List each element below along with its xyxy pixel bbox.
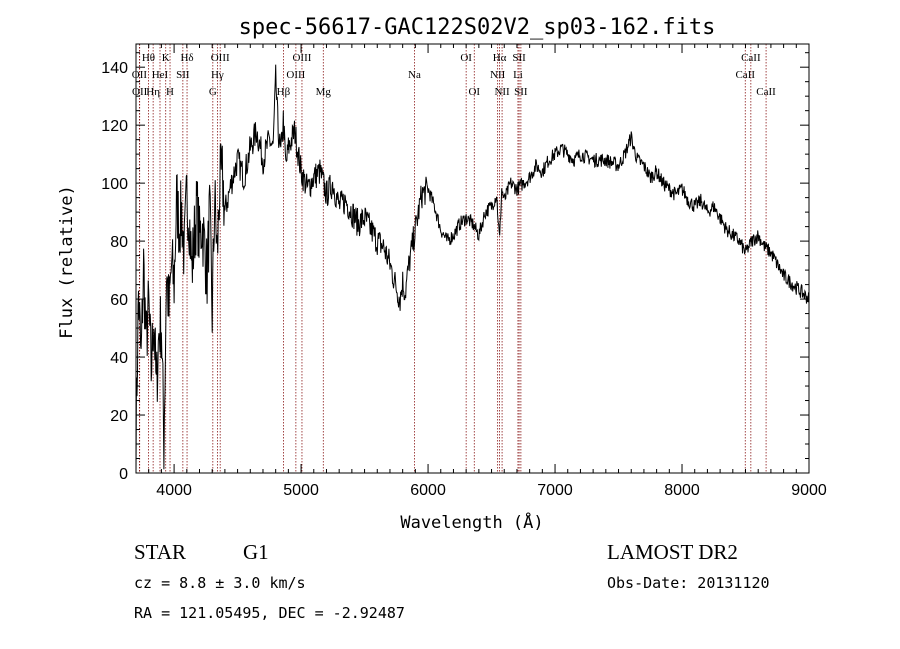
x-tick-label: 8000 xyxy=(664,482,700,499)
spectrum-series xyxy=(135,64,810,474)
line-marker-label: CaII xyxy=(756,86,776,98)
y-axis-label: Flux (relative) xyxy=(57,185,77,339)
line-marker-label: Hδ xyxy=(180,52,193,64)
line-marker-label: OII xyxy=(132,69,148,81)
line-marker-label: G xyxy=(209,86,217,98)
line-marker-label: OI xyxy=(468,86,480,98)
y-tick-label: 40 xyxy=(110,350,128,367)
chart-title: spec-56617-GAC122S02V2_sp03-162.fits xyxy=(239,15,716,40)
plot-frame xyxy=(135,43,810,474)
line-marker-label: Li xyxy=(513,69,523,81)
line-marker-label: H xyxy=(166,86,174,98)
line-marker-label: K xyxy=(162,52,170,64)
line-marker-label: OIII xyxy=(286,69,305,81)
line-marker-label: CaII xyxy=(741,52,761,64)
y-axis: 0 20 40 60 80 100 120 140 xyxy=(101,52,809,483)
object-type: STAR xyxy=(134,540,186,564)
line-marker-label: HeI xyxy=(152,69,169,81)
coordinates: RA = 121.05495, DEC = -2.92487 xyxy=(134,604,405,622)
y-tick-label: 100 xyxy=(101,176,128,193)
object-subclass: G1 xyxy=(243,540,269,564)
line-marker-label: Mg xyxy=(316,86,332,98)
line-marker-label: NII xyxy=(490,69,506,81)
emission-line-labels: Hθ K Hδ OIII OIII OI Hα SII CaII OII HeI SII Hγ OIII N… xyxy=(132,52,776,98)
line-marker-label: OIII xyxy=(211,52,230,64)
line-marker-label: Hα xyxy=(493,52,507,64)
line-marker-label: NII xyxy=(494,86,510,98)
x-tick-label: 7000 xyxy=(537,482,573,499)
y-tick-label: 20 xyxy=(110,408,128,425)
line-marker-label: Hη xyxy=(146,86,160,98)
line-marker-label: Hθ xyxy=(142,52,155,64)
line-marker-label: CaII xyxy=(735,69,755,81)
line-marker-label: SII xyxy=(512,52,526,64)
observation-date: Obs-Date: 20131120 xyxy=(607,574,770,592)
x-tick-label: 9000 xyxy=(791,482,827,499)
survey-name: LAMOST DR2 xyxy=(607,540,738,564)
redshift-value: cz = 8.8 ± 3.0 km/s xyxy=(134,574,306,592)
line-marker-label: Hγ xyxy=(211,69,224,81)
spectrum-chart: spec-56617-GAC122S02V2_sp03-162.fits Hθ K… xyxy=(57,15,827,533)
x-axis-label: Wavelength (Å) xyxy=(400,511,543,533)
line-marker-label: SII xyxy=(176,69,190,81)
y-tick-label: 140 xyxy=(101,60,128,77)
y-tick-label: 60 xyxy=(110,292,128,309)
x-tick-label: 6000 xyxy=(410,482,446,499)
line-marker-label: OIII xyxy=(292,52,311,64)
y-tick-label: 0 xyxy=(119,466,128,483)
y-tick-label: 80 xyxy=(110,234,128,251)
emission-line-markers xyxy=(139,44,767,473)
line-marker-label: Na xyxy=(408,69,421,81)
x-axis: 4000 5000 6000 7000 8000 9000 xyxy=(148,44,827,499)
line-marker-label: Hβ xyxy=(277,86,291,98)
line-marker-label: SII xyxy=(514,86,528,98)
x-tick-label: 4000 xyxy=(156,482,192,499)
spectrum-line xyxy=(135,64,810,474)
x-tick-label: 5000 xyxy=(283,482,319,499)
y-tick-label: 120 xyxy=(101,118,128,135)
line-marker-label: OI xyxy=(460,52,472,64)
